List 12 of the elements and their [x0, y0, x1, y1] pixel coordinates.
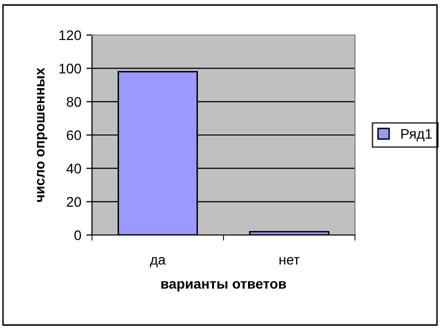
- y-tick-label: 100: [59, 64, 82, 74]
- y-axis-title: число опрошенных: [36, 68, 48, 202]
- legend-label: Ряд1: [401, 129, 432, 142]
- y-tick-label: 40: [66, 164, 82, 174]
- y-tick-label: 80: [66, 97, 82, 107]
- y-tick-label: 20: [66, 197, 82, 207]
- y-tick-label: 0: [74, 230, 82, 240]
- y-tick-label: 60: [66, 130, 82, 140]
- x-tick-label: нет: [280, 257, 300, 265]
- y-tick-label: 120: [59, 30, 82, 40]
- x-tick-label: да: [150, 257, 166, 268]
- x-axis-title: варианты ответов: [161, 281, 286, 292]
